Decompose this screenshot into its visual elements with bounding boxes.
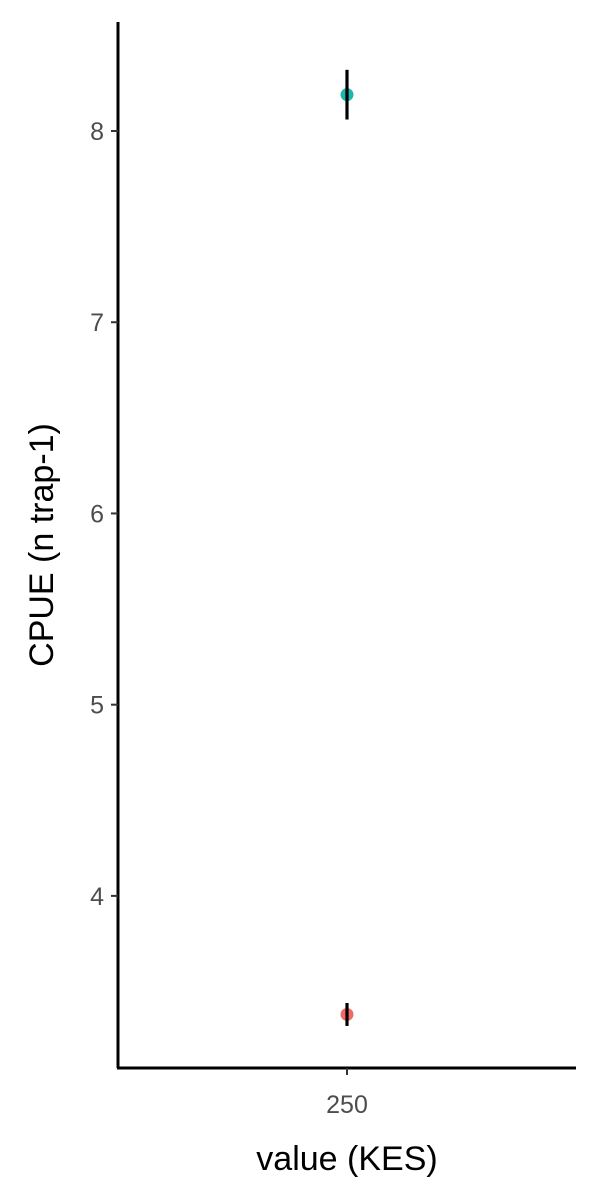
y-tick-label: 4 xyxy=(90,883,104,911)
x-axis-ticks: 250 xyxy=(326,1068,368,1119)
x-tick-label: 250 xyxy=(326,1091,368,1119)
y-tick-label: 6 xyxy=(90,500,104,528)
x-axis-title: value (KES) xyxy=(256,1140,437,1178)
y-tick-label: 5 xyxy=(90,692,104,720)
plot-marks xyxy=(340,69,354,1026)
y-axis-title: CPUE (n trap-1) xyxy=(23,423,61,667)
y-axis-ticks: 4 5 6 7 8 xyxy=(90,118,118,911)
y-tick-label: 7 xyxy=(90,309,104,337)
y-tick-label: 8 xyxy=(90,118,104,146)
